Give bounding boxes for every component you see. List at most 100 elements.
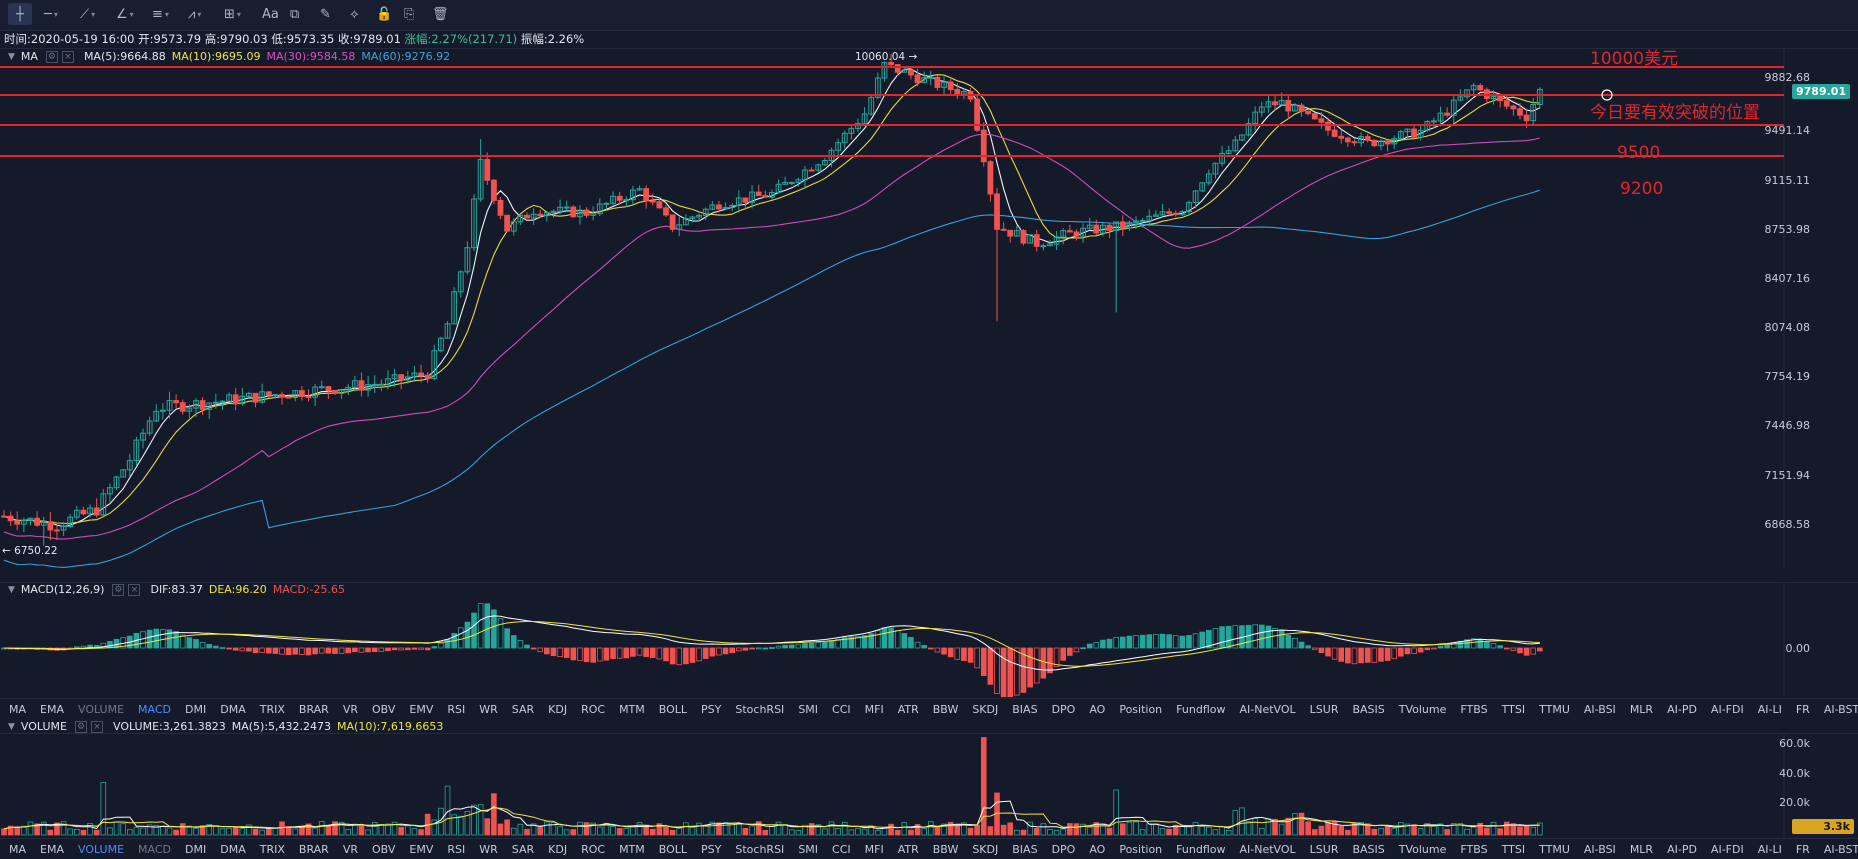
indicator-tab-ai-bsi[interactable]: AI-BSI <box>1583 842 1616 856</box>
indicator-tab-lsur[interactable]: LSUR <box>1309 842 1339 856</box>
indicator-tab-dpo[interactable]: DPO <box>1051 842 1076 856</box>
indicator-tab-dma[interactable]: DMA <box>220 842 246 856</box>
measure-tool[interactable]: ⊞ ▾ <box>224 3 241 25</box>
indicator-tab-rsi[interactable]: RSI <box>447 842 466 856</box>
indicator-tab-ai-bst[interactable]: AI-BST <box>1823 842 1858 856</box>
indicator-tab-vr[interactable]: VR <box>342 842 358 856</box>
indicator-tab-rsi[interactable]: RSI <box>447 702 466 716</box>
indicator-tab-ai-pd[interactable]: AI-PD <box>1667 702 1697 716</box>
chevron-down-icon[interactable]: ▾ <box>164 9 169 19</box>
wave-tool[interactable]: ⩘ ▾ <box>188 3 201 25</box>
indicator-tab-volume[interactable]: VOLUME <box>77 702 125 716</box>
indicator-tab-smi[interactable]: SMI <box>798 702 819 716</box>
indicator-tab-stochrsi[interactable]: StochRSI <box>735 702 785 716</box>
indicator-tab-stochrsi[interactable]: StochRSI <box>735 842 785 856</box>
indicator-tab-ftbs[interactable]: FTBS <box>1460 702 1488 716</box>
indicator-tab-atr[interactable]: ATR <box>897 842 919 856</box>
indicator-tab-sar[interactable]: SAR <box>511 842 535 856</box>
settings-icon[interactable]: ⚙ <box>45 51 58 63</box>
trend-line-tool[interactable]: ⟋ ▾ <box>80 3 95 25</box>
indicator-tab-fundflow[interactable]: Fundflow <box>1176 842 1226 856</box>
indicator-tab-skdj[interactable]: SKDJ <box>972 702 999 716</box>
indicator-tab-atr[interactable]: ATR <box>897 702 919 716</box>
chevron-down-icon[interactable]: ▾ <box>91 9 96 19</box>
indicator-tab-fr[interactable]: FR <box>1795 702 1810 716</box>
indicator-tab-dpo[interactable]: DPO <box>1051 702 1076 716</box>
crosshair-tool[interactable]: ┼ <box>8 3 32 25</box>
indicator-tab-ai-li[interactable]: AI-LI <box>1757 842 1782 856</box>
indicator-tab-ai-bst[interactable]: AI-BST <box>1823 702 1858 716</box>
indicator-tab-vr[interactable]: VR <box>342 702 358 716</box>
indicator-tab-mlr[interactable]: MLR <box>1629 702 1654 716</box>
indicator-tab-bias[interactable]: BIAS <box>1012 842 1038 856</box>
indicator-tab-mfi[interactable]: MFI <box>864 702 884 716</box>
indicator-tab-cci[interactable]: CCI <box>832 702 851 716</box>
indicator-tab-position[interactable]: Position <box>1119 842 1163 856</box>
indicator-tab-ai-fdi[interactable]: AI-FDI <box>1710 842 1744 856</box>
chevron-down-icon[interactable]: ▾ <box>129 9 134 19</box>
indicator-tab-brar[interactable]: BRAR <box>298 842 329 856</box>
indicator-tab-position[interactable]: Position <box>1119 702 1163 716</box>
indicator-tab-fundflow[interactable]: Fundflow <box>1176 702 1226 716</box>
indicator-tab-mtm[interactable]: MTM <box>619 842 645 856</box>
macd-chart[interactable] <box>0 582 1858 697</box>
indicator-tab-brar[interactable]: BRAR <box>298 702 329 716</box>
settings-icon[interactable]: ⚙ <box>74 721 87 733</box>
indicator-tab-psy[interactable]: PSY <box>701 702 722 716</box>
indicator-tab-cci[interactable]: CCI <box>832 842 851 856</box>
indicator-tab-ema[interactable]: EMA <box>40 842 64 856</box>
candlestick-chart[interactable] <box>0 48 1858 568</box>
indicator-tab-mlr[interactable]: MLR <box>1629 842 1654 856</box>
indicator-tab-basis[interactable]: BASIS <box>1352 702 1385 716</box>
indicator-tab-ema[interactable]: EMA <box>40 702 64 716</box>
indicator-tab-dmi[interactable]: DMI <box>185 702 207 716</box>
indicator-tab-ao[interactable]: AO <box>1089 702 1106 716</box>
lock-tool[interactable]: 🔓 <box>376 3 392 25</box>
indicator-tab-ai-netvol[interactable]: AI-NetVOL <box>1239 702 1296 716</box>
chevron-down-icon[interactable]: ▾ <box>197 9 202 19</box>
indicator-tab-trix[interactable]: TRIX <box>259 702 285 716</box>
indicator-tab-ai-bsi[interactable]: AI-BSI <box>1583 702 1616 716</box>
indicator-tab-kdj[interactable]: KDJ <box>548 702 568 716</box>
indicator-tab-psy[interactable]: PSY <box>701 842 722 856</box>
indicator-tab-boll[interactable]: BOLL <box>658 842 688 856</box>
indicator-tab-kdj[interactable]: KDJ <box>548 842 568 856</box>
indicator-tab-ai-fdi[interactable]: AI-FDI <box>1710 702 1744 716</box>
close-icon[interactable]: × <box>61 51 74 63</box>
indicator-tab-bbw[interactable]: BBW <box>932 702 959 716</box>
indicator-tab-bias[interactable]: BIAS <box>1012 702 1038 716</box>
settings-icon[interactable]: ⚙ <box>112 584 125 596</box>
indicator-tab-macd[interactable]: MACD <box>138 702 172 716</box>
indicator-tab-dma[interactable]: DMA <box>220 702 246 716</box>
brush-tool[interactable]: ✎ <box>320 3 331 25</box>
ma-indicator-name[interactable]: MA <box>20 50 38 63</box>
indicator-tab-boll[interactable]: BOLL <box>658 702 688 716</box>
indicator-tab-tvolume[interactable]: TVolume <box>1398 842 1447 856</box>
indicator-tab-fr[interactable]: FR <box>1795 842 1810 856</box>
copy-tool[interactable]: ⎘ <box>404 3 414 25</box>
indicator-tab-basis[interactable]: BASIS <box>1352 842 1385 856</box>
trash-tool[interactable]: 🗑 <box>432 3 449 25</box>
indicator-tab-skdj[interactable]: SKDJ <box>972 842 999 856</box>
indicator-tab-macd[interactable]: MACD <box>138 842 172 856</box>
chevron-down-icon[interactable]: ▾ <box>236 9 241 19</box>
indicator-tab-emv[interactable]: EMV <box>409 702 434 716</box>
indicator-tab-ftbs[interactable]: FTBS <box>1460 842 1488 856</box>
volume-indicator-name[interactable]: VOLUME <box>20 720 67 733</box>
indicator-tab-ttsi[interactable]: TTSI <box>1501 702 1526 716</box>
text-tool-tool[interactable]: Aa <box>262 3 279 25</box>
close-icon[interactable]: × <box>90 721 103 733</box>
indicator-tab-lsur[interactable]: LSUR <box>1309 702 1339 716</box>
collapse-icon[interactable]: ▼ <box>8 722 15 732</box>
indicator-tab-ma[interactable]: MA <box>9 842 27 856</box>
chevron-down-icon[interactable]: ▾ <box>53 9 58 19</box>
indicator-tab-smi[interactable]: SMI <box>798 842 819 856</box>
indicator-tab-tvolume[interactable]: TVolume <box>1398 702 1447 716</box>
indicator-tab-roc[interactable]: ROC <box>581 702 606 716</box>
indicator-tab-ai-pd[interactable]: AI-PD <box>1667 842 1697 856</box>
indicator-tab-ttsi[interactable]: TTSI <box>1501 842 1526 856</box>
indicator-tab-bbw[interactable]: BBW <box>932 842 959 856</box>
indicator-tab-roc[interactable]: ROC <box>581 842 606 856</box>
volume-chart[interactable] <box>0 733 1858 838</box>
angle-tool-tool[interactable]: ∠ ▾ <box>116 3 134 25</box>
